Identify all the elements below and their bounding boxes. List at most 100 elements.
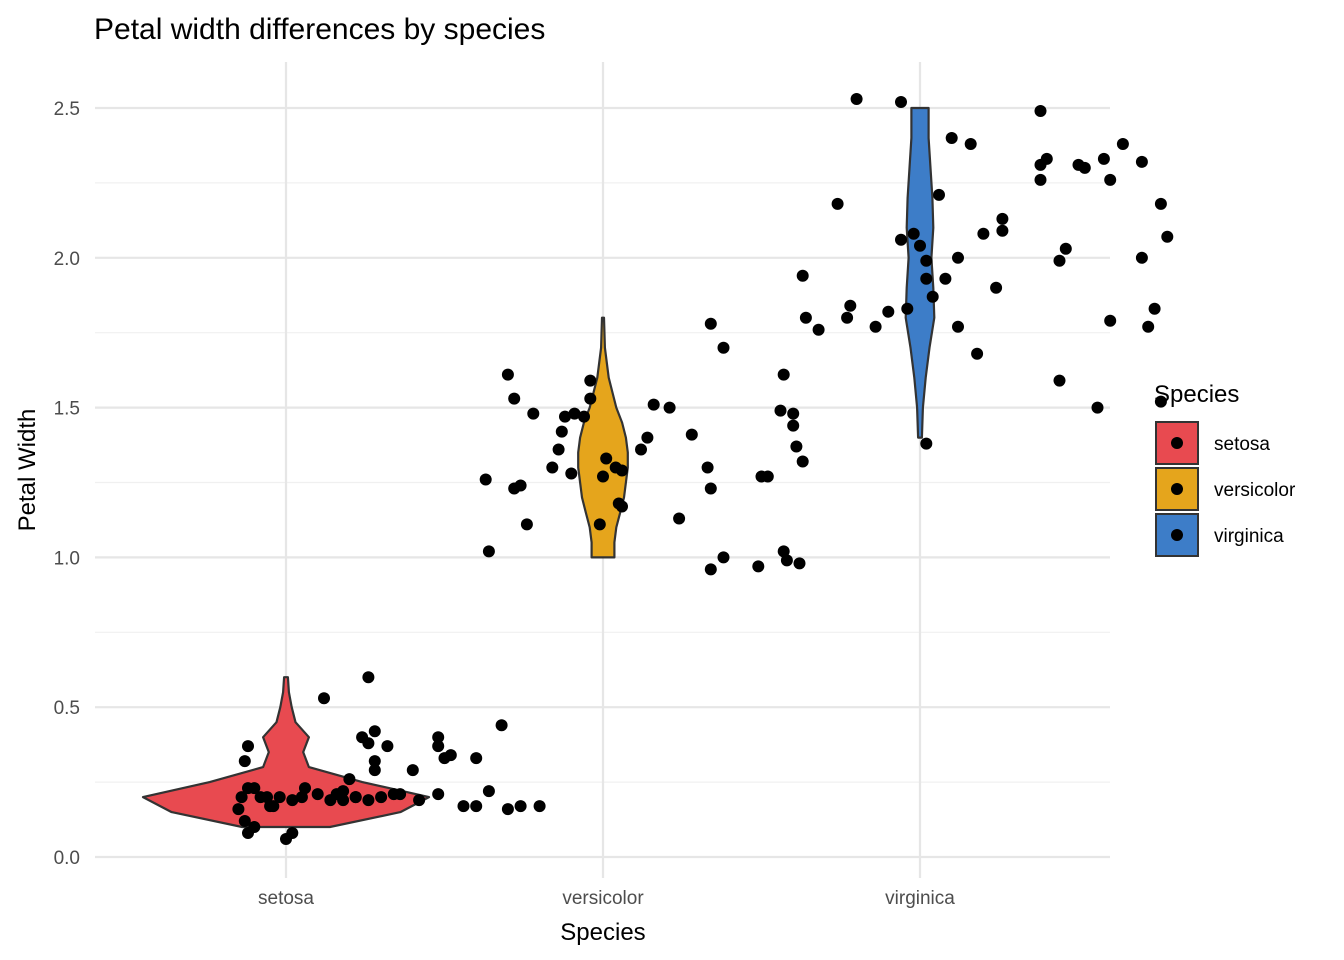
point-virginica: [850, 93, 863, 105]
point-virginica: [945, 132, 958, 144]
point-setosa: [368, 764, 381, 777]
point-setosa: [264, 800, 277, 813]
point-virginica: [1148, 302, 1161, 315]
point-setosa: [286, 827, 299, 839]
point-virginica: [1034, 105, 1047, 117]
point-virginica: [812, 323, 825, 336]
y-axis-title: Petal Width: [14, 409, 41, 532]
point-versicolor: [777, 545, 790, 558]
point-virginica: [926, 290, 939, 303]
point-versicolor: [520, 518, 533, 531]
point-setosa: [261, 791, 273, 804]
y-tick-label: 0.5: [54, 698, 80, 719]
point-virginica: [895, 233, 907, 246]
point-versicolor: [578, 410, 590, 423]
point-versicolor: [796, 455, 809, 468]
point-versicolor: [635, 443, 647, 456]
point-versicolor: [514, 479, 527, 492]
point-setosa: [235, 791, 248, 804]
point-virginica: [933, 188, 945, 201]
point-setosa: [362, 794, 375, 807]
point-setosa: [406, 764, 419, 777]
point-virginica: [920, 254, 933, 267]
point-versicolor: [790, 440, 803, 453]
legend-point-virginica: [1171, 529, 1183, 541]
point-setosa: [368, 755, 381, 768]
violin-versicolor: [577, 316, 629, 559]
point-setosa: [330, 788, 343, 801]
point-versicolor: [565, 467, 578, 480]
point-versicolor: [673, 512, 686, 525]
point-virginica: [1116, 138, 1129, 150]
point-virginica: [996, 212, 1009, 225]
point-setosa: [242, 782, 254, 795]
point-versicolor: [780, 554, 793, 567]
point-versicolor: [546, 461, 559, 474]
point-versicolor: [559, 410, 571, 423]
point-virginica: [920, 272, 933, 285]
point-versicolor: [774, 404, 787, 417]
point-virginica: [869, 320, 882, 333]
point-virginica: [1135, 251, 1148, 264]
point-setosa: [318, 692, 330, 705]
point-virginica: [964, 138, 977, 150]
point-virginica: [914, 239, 926, 252]
point-setosa: [248, 821, 261, 833]
y-tick-label: 2.5: [54, 99, 80, 120]
point-versicolor: [777, 368, 790, 381]
point-setosa: [286, 794, 299, 807]
point-virginica: [996, 224, 1009, 237]
point-setosa: [273, 791, 286, 804]
point-virginica: [1161, 230, 1174, 243]
point-setosa: [444, 749, 457, 762]
point-virginica: [939, 272, 952, 285]
point-setosa: [362, 737, 375, 750]
point-virginica: [799, 311, 812, 324]
point-virginica: [920, 437, 933, 450]
point-versicolor: [482, 545, 495, 558]
point-virginica: [841, 311, 854, 324]
point-setosa: [432, 731, 445, 744]
y-tick-label: 2.0: [54, 249, 80, 270]
point-setosa: [238, 755, 251, 768]
point-versicolor: [787, 419, 800, 432]
point-setosa: [295, 791, 308, 804]
point-virginica: [1104, 173, 1117, 186]
point-setosa: [501, 803, 514, 816]
legend-title: Species: [1154, 381, 1239, 408]
point-versicolor: [752, 560, 765, 573]
legend-label-versicolor: versicolor: [1214, 480, 1296, 501]
y-tick-label: 1.0: [54, 548, 80, 569]
point-versicolor: [704, 482, 717, 495]
point-versicolor: [555, 425, 568, 438]
point-setosa: [432, 740, 445, 753]
point-setosa: [232, 803, 245, 816]
chart-title: Petal width differences by species: [94, 13, 545, 46]
point-setosa: [362, 671, 375, 684]
point-virginica: [952, 251, 964, 264]
point-virginica: [1135, 155, 1148, 168]
point-virginica: [844, 299, 857, 312]
point-virginica: [901, 302, 914, 315]
point-setosa: [238, 815, 251, 827]
point-versicolor: [527, 407, 540, 420]
violins: [141, 106, 936, 829]
y-tick-label: 1.5: [54, 399, 80, 420]
point-virginica: [1097, 152, 1110, 165]
violin-setosa: [141, 676, 431, 829]
point-versicolor: [479, 473, 492, 486]
point-versicolor: [597, 470, 609, 483]
x-tick-label-setosa: setosa: [258, 888, 314, 909]
point-virginica: [1034, 173, 1047, 186]
point-versicolor: [717, 341, 730, 354]
point-setosa: [381, 740, 394, 753]
point-virginica: [1142, 320, 1155, 333]
point-virginica: [977, 227, 990, 240]
point-versicolor: [600, 452, 613, 465]
point-setosa: [413, 794, 426, 807]
point-setosa: [482, 785, 495, 798]
point-virginica: [907, 227, 920, 240]
legend-point-setosa: [1171, 437, 1183, 449]
x-axis-title: Species: [560, 919, 645, 946]
